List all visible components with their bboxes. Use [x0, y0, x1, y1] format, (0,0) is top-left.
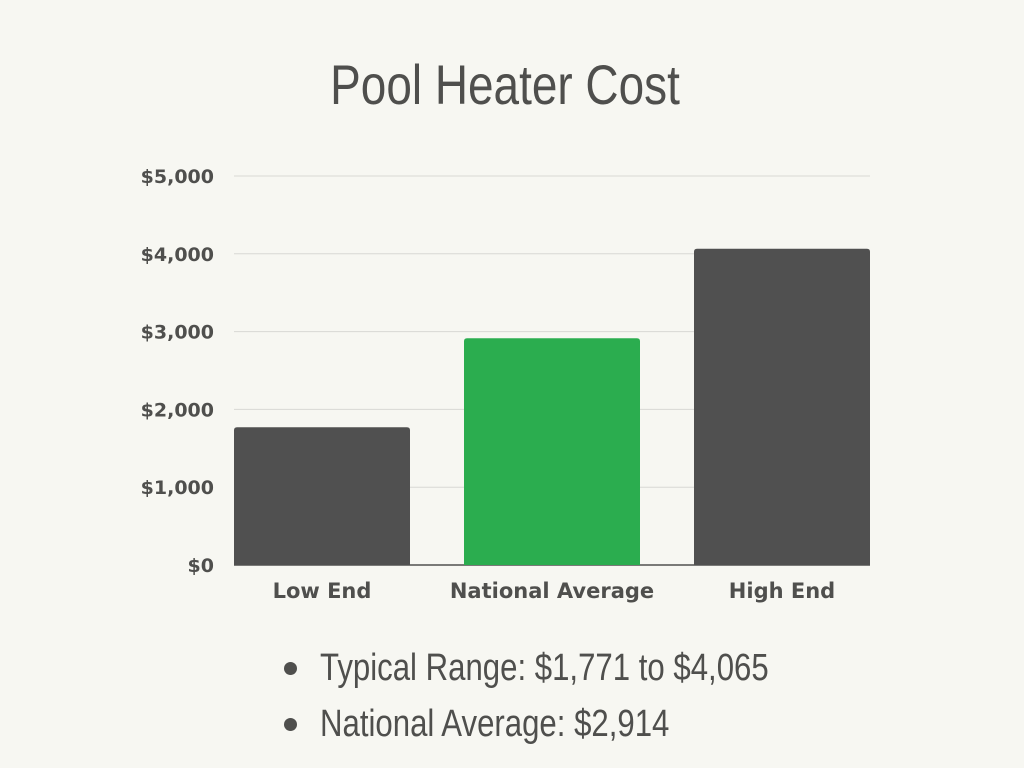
summary-typical-range-text: Typical Range: $1,771 to $4,065 [320, 647, 769, 689]
bullet-icon [284, 718, 297, 731]
bar-national-average [464, 338, 640, 565]
y-tick-label: $5,000 [141, 166, 214, 188]
summary-national-average-text: National Average: $2,914 [320, 703, 670, 745]
y-tick-label: $3,000 [141, 322, 214, 344]
y-tick-label: $1,000 [141, 477, 214, 499]
y-axis-tick-labels: $0 $1,000 $2,000 $3,000 $4,000 $5,000 [141, 166, 214, 577]
y-tick-label: $4,000 [141, 244, 214, 266]
bars [234, 248, 870, 566]
chart-title: Pool Heater Cost [330, 53, 680, 116]
bar-low-end [234, 427, 410, 565]
y-tick-label: $2,000 [141, 399, 214, 421]
x-tick-label-high-end: High End [729, 579, 835, 603]
bullet-icon [284, 662, 297, 675]
bar-high-end [694, 248, 870, 566]
x-tick-label-national-average: National Average [450, 579, 654, 603]
x-axis-category-labels: Low End National Average High End [273, 579, 836, 603]
y-tick-label: $0 [188, 555, 214, 577]
x-tick-label-low-end: Low End [273, 579, 372, 603]
